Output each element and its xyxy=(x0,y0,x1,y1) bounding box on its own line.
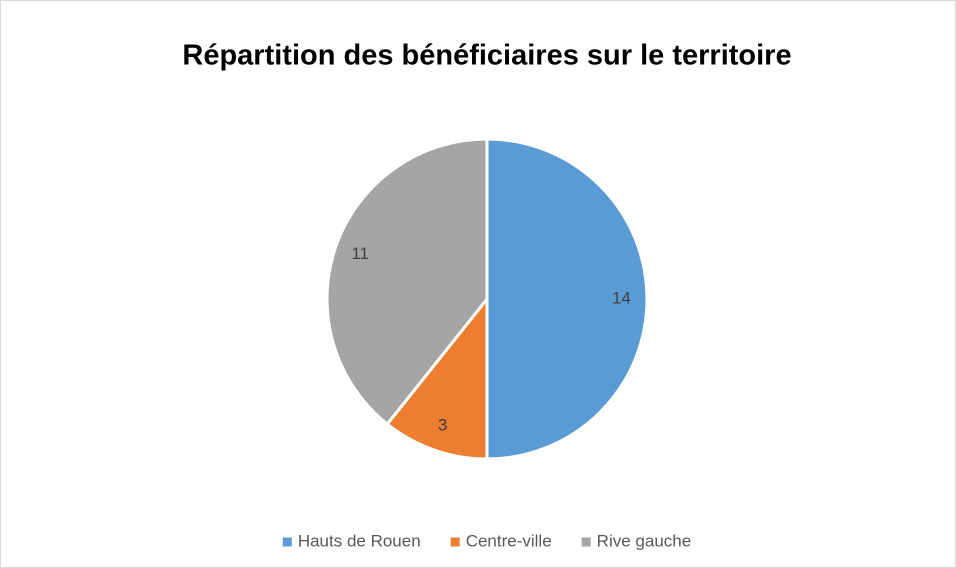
legend-swatch xyxy=(450,537,460,547)
data-label: 14 xyxy=(612,288,631,307)
legend-label: Hauts de Rouen xyxy=(298,531,421,550)
data-label: 3 xyxy=(438,415,447,434)
pie-slice xyxy=(385,294,489,461)
chart-title: Répartition des bénéficiaires sur le ter… xyxy=(182,40,791,72)
data-label: 11 xyxy=(351,244,369,263)
legend-swatch xyxy=(581,537,591,547)
legend-swatch xyxy=(282,537,292,547)
pie-slice xyxy=(485,137,649,461)
legend-label: Rive gauche xyxy=(597,531,692,550)
legend-label: Centre-ville xyxy=(466,531,552,550)
pie-slice xyxy=(325,137,489,427)
